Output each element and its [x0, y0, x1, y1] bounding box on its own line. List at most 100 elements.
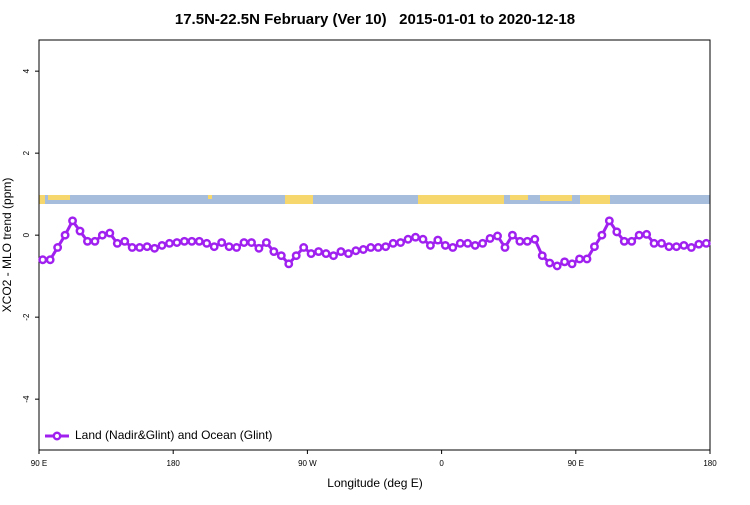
chart-title: 17.5N-22.5N February (Ver 10) 2015-01-01… — [175, 11, 575, 28]
data-point — [254, 243, 264, 253]
data-point — [209, 242, 219, 252]
data-point — [291, 251, 301, 261]
data-point — [299, 243, 309, 252]
data-point — [448, 243, 458, 252]
x-tick-label: 90 E — [31, 459, 47, 468]
data-point — [329, 251, 338, 261]
x-tick-label: 180 — [167, 459, 181, 468]
data-point — [493, 231, 502, 241]
data-point — [224, 242, 234, 252]
data-point — [575, 254, 584, 264]
x-tick-label: 90 W — [298, 459, 317, 468]
x-tick-label: 180 — [703, 459, 717, 468]
data-point — [455, 238, 465, 248]
data-point — [336, 247, 346, 257]
data-point — [172, 238, 182, 247]
data-point — [470, 240, 480, 250]
data-point — [135, 243, 145, 252]
y-tick-label: -4 — [22, 395, 31, 403]
data-point — [321, 249, 331, 259]
data-point — [418, 234, 428, 244]
data-point — [269, 247, 279, 257]
legend-label: Land (Nadir&Glint) and Ocean (Glint) — [75, 428, 272, 442]
data-point — [627, 236, 637, 246]
data-point — [60, 230, 70, 240]
data-point — [187, 236, 197, 246]
data-point — [202, 238, 212, 248]
data-point — [373, 243, 383, 252]
data-point — [597, 230, 607, 240]
x-tick-label: 90 E — [568, 459, 584, 468]
data-point — [194, 236, 204, 246]
data-point — [83, 236, 92, 246]
data-point — [657, 238, 666, 248]
land-ocean-strip — [39, 195, 710, 204]
data-point — [485, 233, 495, 243]
data-point — [232, 243, 242, 252]
data-point — [396, 238, 406, 247]
y-tick-label: 0 — [22, 232, 31, 237]
data-point — [522, 236, 532, 246]
data-point — [612, 227, 622, 237]
data-point — [694, 239, 704, 249]
data-point — [306, 249, 316, 259]
data-point — [239, 238, 249, 247]
data-point — [112, 238, 122, 248]
data-point — [247, 238, 256, 247]
data-point — [552, 261, 562, 271]
data-point — [642, 229, 652, 239]
data-point — [217, 238, 227, 247]
data-point — [560, 257, 570, 267]
data-point — [679, 240, 689, 250]
data-point — [403, 234, 413, 244]
data-point — [411, 232, 420, 242]
y-tick-label: 4 — [22, 68, 31, 73]
data-point — [664, 242, 674, 252]
data-point — [686, 243, 696, 252]
data-point — [343, 249, 353, 259]
data-point — [478, 238, 488, 248]
data-point — [433, 235, 443, 245]
data-point — [351, 246, 361, 256]
legend-marker — [52, 431, 62, 441]
data-point — [165, 238, 174, 248]
data-point — [649, 238, 659, 248]
series-line — [42, 217, 707, 268]
data-point — [425, 240, 435, 250]
data-point — [150, 243, 160, 253]
data-point — [75, 226, 85, 236]
data-point — [604, 216, 614, 226]
data-point — [672, 242, 681, 252]
data-point — [388, 238, 398, 248]
data-point — [589, 242, 599, 252]
data-point — [90, 236, 100, 246]
data-point — [142, 242, 152, 252]
data-point — [619, 236, 629, 246]
data-point — [314, 247, 324, 257]
data-point — [53, 243, 63, 252]
data-point — [381, 242, 391, 252]
data-point — [97, 230, 107, 240]
data-point — [463, 238, 473, 248]
data-point — [530, 234, 540, 244]
x-axis-label: Longitude (deg E) — [327, 476, 422, 490]
data-point — [515, 236, 525, 246]
data-point — [545, 258, 555, 268]
data-point — [127, 243, 137, 252]
data-point — [45, 255, 55, 265]
data-point — [701, 238, 711, 248]
y-tick-label: 2 — [22, 150, 31, 155]
data-point — [440, 240, 450, 250]
data-point — [179, 236, 189, 246]
data-point — [366, 243, 376, 252]
data-point — [500, 243, 510, 252]
data-point — [120, 236, 130, 246]
data-point — [68, 216, 78, 226]
data-point — [358, 245, 368, 254]
x-tick-label: 0 — [439, 459, 444, 468]
y-tick-label: -2 — [22, 313, 31, 321]
data-point — [261, 238, 271, 247]
data-point — [284, 259, 294, 269]
data-point — [567, 259, 577, 269]
